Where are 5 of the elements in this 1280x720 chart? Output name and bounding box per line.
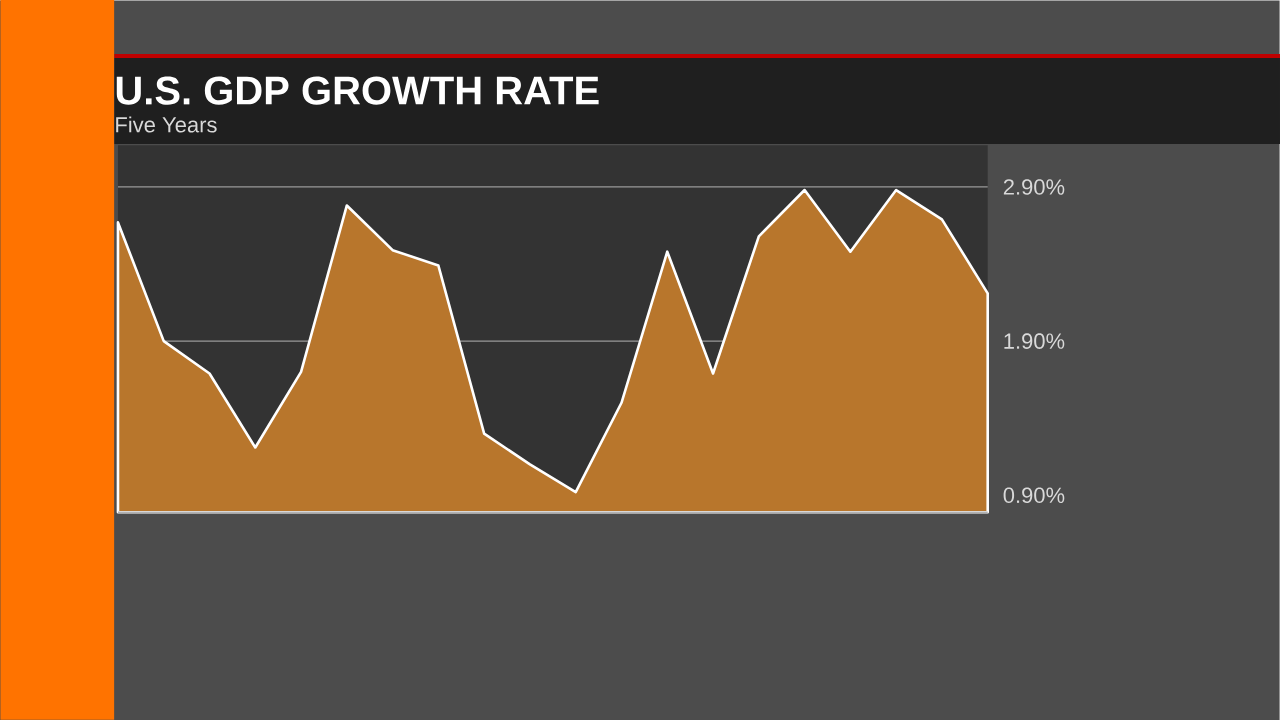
y-tick-label: 2.90% [1003,179,1065,195]
chart-subtitle: Five Years [116,116,217,133]
y-tick-label: 0.90% [1003,487,1065,503]
y-tick-label: 1.90% [1004,333,1065,349]
chart-title: U.S. GDP GROWTH RATE [116,76,599,105]
